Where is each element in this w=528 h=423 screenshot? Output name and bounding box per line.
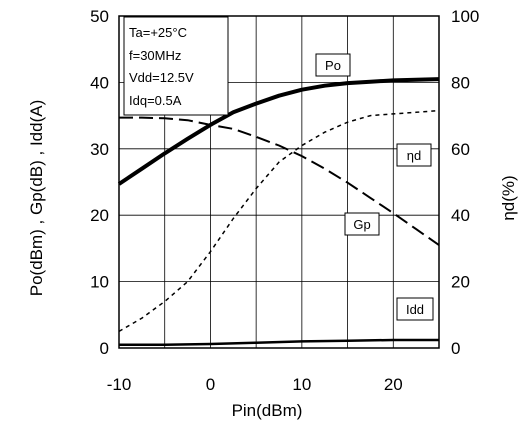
right-y-tick-label: 20 — [451, 273, 470, 292]
x-tick-label: 20 — [384, 375, 403, 394]
left-y-tick-label: 0 — [100, 339, 109, 358]
series-line-idd — [119, 338, 439, 346]
left-y-tick-label: 30 — [90, 140, 109, 159]
series-line-po — [117, 77, 440, 186]
tag-idd: Idd — [406, 302, 424, 317]
right-y-tick-label: 80 — [451, 73, 470, 92]
right-y-tick-label: 0 — [451, 339, 460, 358]
right-y-tick-label: 100 — [451, 7, 479, 26]
left-y-tick-label: 20 — [90, 206, 109, 225]
series-line-gp — [119, 116, 440, 246]
tag-po-frame — [315, 53, 351, 77]
x-tick-label: -10 — [107, 375, 132, 394]
tag-gp-frame — [344, 212, 380, 236]
left-y-tick-label: 10 — [90, 273, 109, 292]
plot-frame — [118, 15, 440, 349]
condition-frequency: f=30MHz — [129, 48, 181, 63]
condition-supply-voltage: Vdd=12.5V — [129, 70, 194, 85]
left-y-axis-label: Po(dBm) , Gp(dB) , Idd(A) — [27, 100, 46, 297]
condition-quiescent-current: Idq=0.5A — [129, 93, 182, 108]
condition-temperature: Ta=+25°C — [129, 25, 187, 40]
tag-etad: ηd — [407, 148, 421, 163]
right-y-tick-label: 40 — [451, 206, 470, 225]
tag-po: Po — [325, 58, 341, 73]
conditions-box-frame — [123, 16, 229, 116]
tag-etad-frame — [396, 143, 432, 167]
right-y-axis-label: ηd(%) — [499, 175, 518, 220]
x-tick-label: 10 — [292, 375, 311, 394]
left-y-tick-label: 40 — [90, 73, 109, 92]
series-tags: Po Gp ηd Idd — [315, 53, 434, 321]
left-y-tick-label: 50 — [90, 7, 109, 26]
series-layer — [117, 77, 440, 346]
x-axis-label: Pin(dBm) — [232, 401, 303, 420]
right-y-tick-label: 60 — [451, 140, 470, 159]
series-line-detad — [118, 109, 440, 333]
tag-gp: Gp — [353, 217, 370, 232]
ticks: -10 0 10 20 0 10 20 30 40 50 0 20 40 60 80 100 — [90, 7, 479, 394]
conditions-box: Ta=+25°C f=30MHz Vdd=12.5V Idq=0.5A — [123, 16, 229, 116]
x-tick-label: 0 — [206, 375, 215, 394]
tag-idd-frame — [396, 297, 434, 321]
